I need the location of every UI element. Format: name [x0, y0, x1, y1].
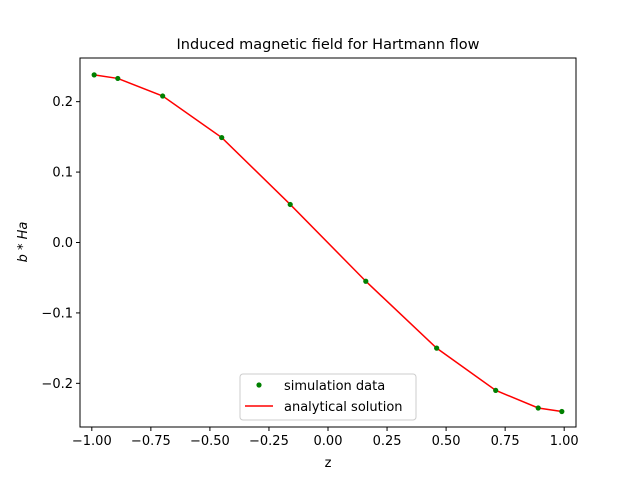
data-point-simulation [219, 134, 225, 141]
y-axis: −0.2 −0.1 0.0 0.1 0.2 [41, 95, 80, 392]
x-tick-label: 0.75 [491, 434, 520, 449]
legend-marker-simulation [256, 382, 262, 388]
x-axis: −1.00 −0.75 −0.50 −0.25 0.00 0.25 0.50 0.75 1.00 [72, 427, 579, 449]
y-axis-label-main: b [16, 254, 31, 262]
legend-box [239, 373, 417, 421]
data-point-simulation [287, 201, 293, 208]
y-axis-label-sub: Ha [16, 222, 31, 240]
data-point-simulation [434, 345, 440, 351]
data-point-simulation [535, 405, 541, 411]
data-point-simulation [160, 93, 166, 99]
x-axis-label: z [325, 456, 332, 471]
legend-label-analytical: analytical solution [284, 400, 403, 415]
x-tick-label: 0.25 [373, 434, 402, 449]
data-point-simulation [91, 72, 97, 78]
y-tick-label: 0.2 [52, 95, 73, 110]
y-axis-label: b * Ha [16, 222, 31, 263]
x-tick-label: −0.75 [131, 434, 171, 449]
series-line-analytical [94, 74, 562, 413]
y-tick-label: 0.1 [52, 166, 73, 181]
x-tick-label: −0.25 [249, 434, 289, 449]
legend: simulation data analytical solution [239, 373, 417, 421]
data-point-simulation [115, 75, 121, 82]
y-tick-label: 0.0 [52, 236, 73, 251]
x-tick-label: 1.00 [550, 434, 579, 449]
y-tick-label: −0.2 [41, 377, 73, 392]
y-tick-label: −0.1 [41, 306, 73, 321]
data-point-simulation [559, 408, 565, 415]
data-point-simulation [363, 278, 369, 284]
data-point-simulation [493, 387, 499, 393]
series-layer [91, 72, 565, 415]
x-tick-label: 0.00 [314, 434, 343, 449]
x-tick-label: 0.50 [432, 434, 461, 449]
x-tick-label: −0.50 [190, 434, 230, 449]
x-tick-label: −1.00 [72, 434, 112, 449]
legend-label-simulation: simulation data [284, 379, 385, 394]
y-axis-label-operator: * [16, 239, 31, 254]
chart-title: Induced magnetic field for Hartmann flow [177, 37, 480, 53]
